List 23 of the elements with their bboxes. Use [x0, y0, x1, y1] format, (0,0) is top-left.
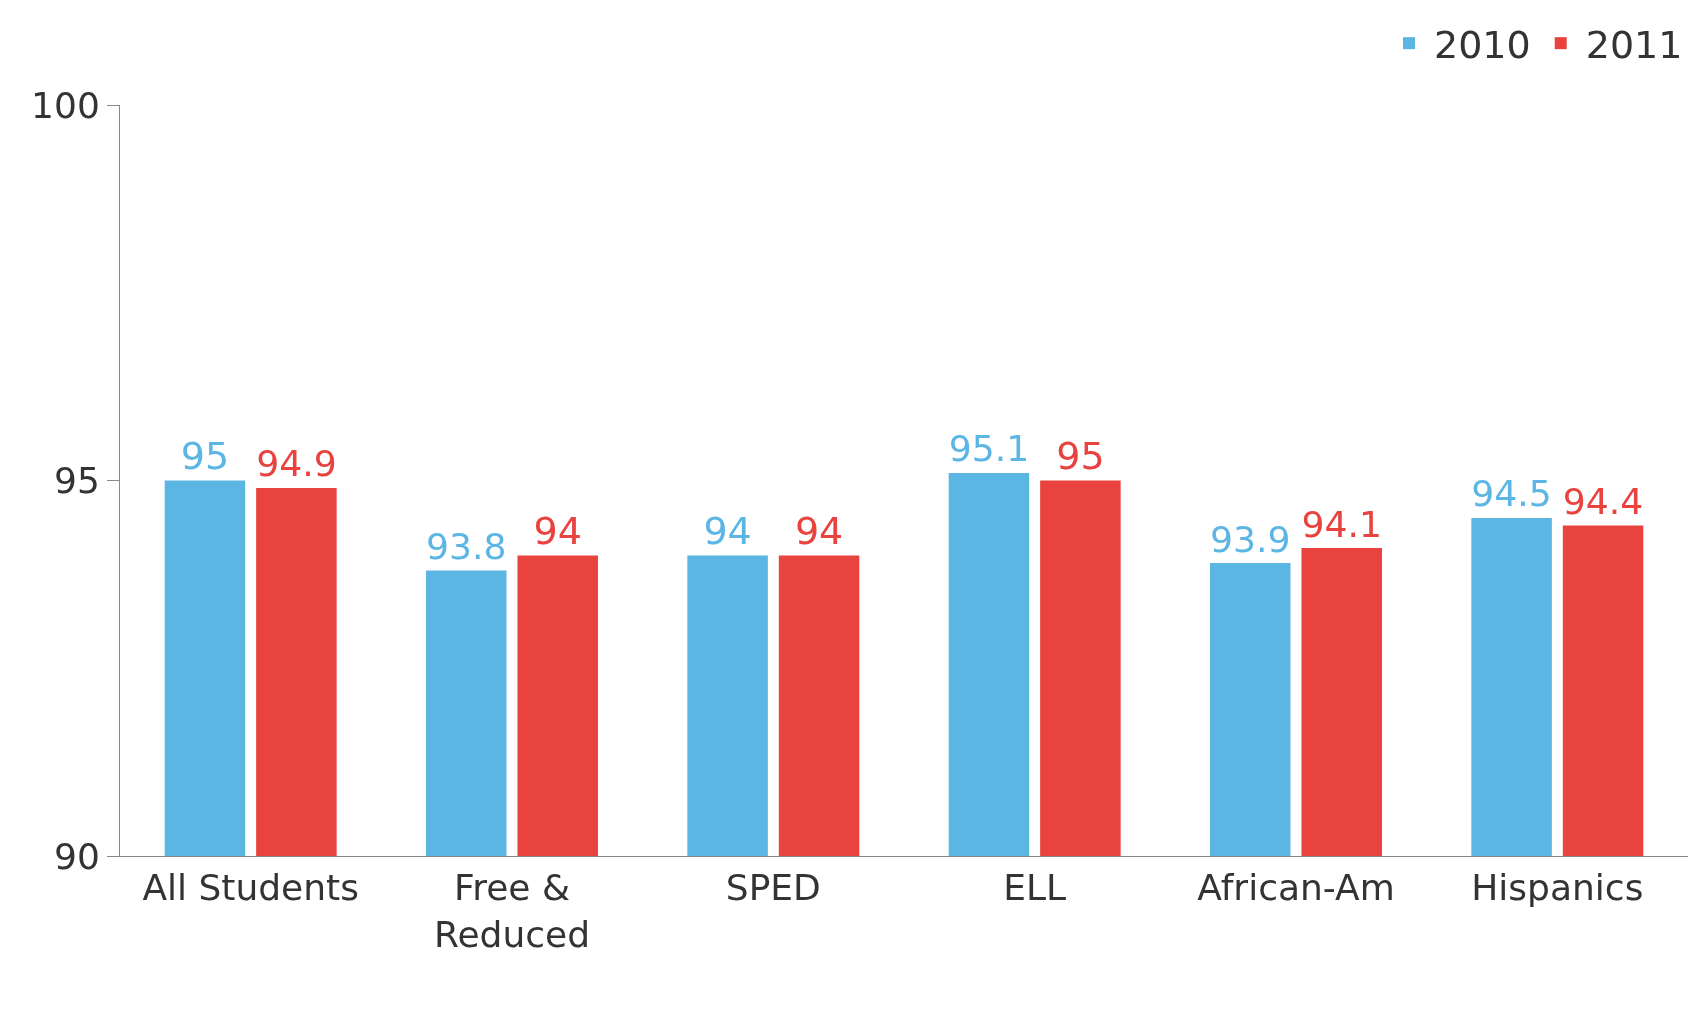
data-label: 94 [794, 508, 844, 553]
data-label: 94.9 [256, 442, 337, 486]
x-tick-label: Hispanics [1471, 867, 1644, 909]
legend-label: 2010 [1434, 22, 1531, 67]
data-label: 94 [703, 508, 752, 553]
data-label: 94.4 [1562, 480, 1644, 523]
data-label: 95 [1056, 433, 1105, 478]
y-tick-label: 100 [31, 84, 100, 126]
data-label: 94 [533, 508, 582, 553]
x-tick-label: African-Am [1197, 867, 1395, 909]
x-tick-label: ELL [1003, 867, 1067, 909]
data-label: 94.5 [1471, 472, 1552, 516]
legend-label: 2011 [1585, 22, 1683, 67]
data-label: 95 [180, 433, 230, 478]
x-tick-label: SPED [725, 867, 821, 909]
x-tick-label: All Students [142, 867, 359, 909]
y-tick-label: 90 [53, 835, 100, 877]
x-tick-label: Free & Reduced [433, 867, 591, 955]
data-label: 93.8 [426, 525, 507, 569]
data-label: 95.1 [948, 427, 1030, 471]
y-tick-label: 95 [53, 460, 100, 502]
data-label: 94.1 [1301, 502, 1382, 546]
data-label: 93.9 [1210, 517, 1291, 561]
